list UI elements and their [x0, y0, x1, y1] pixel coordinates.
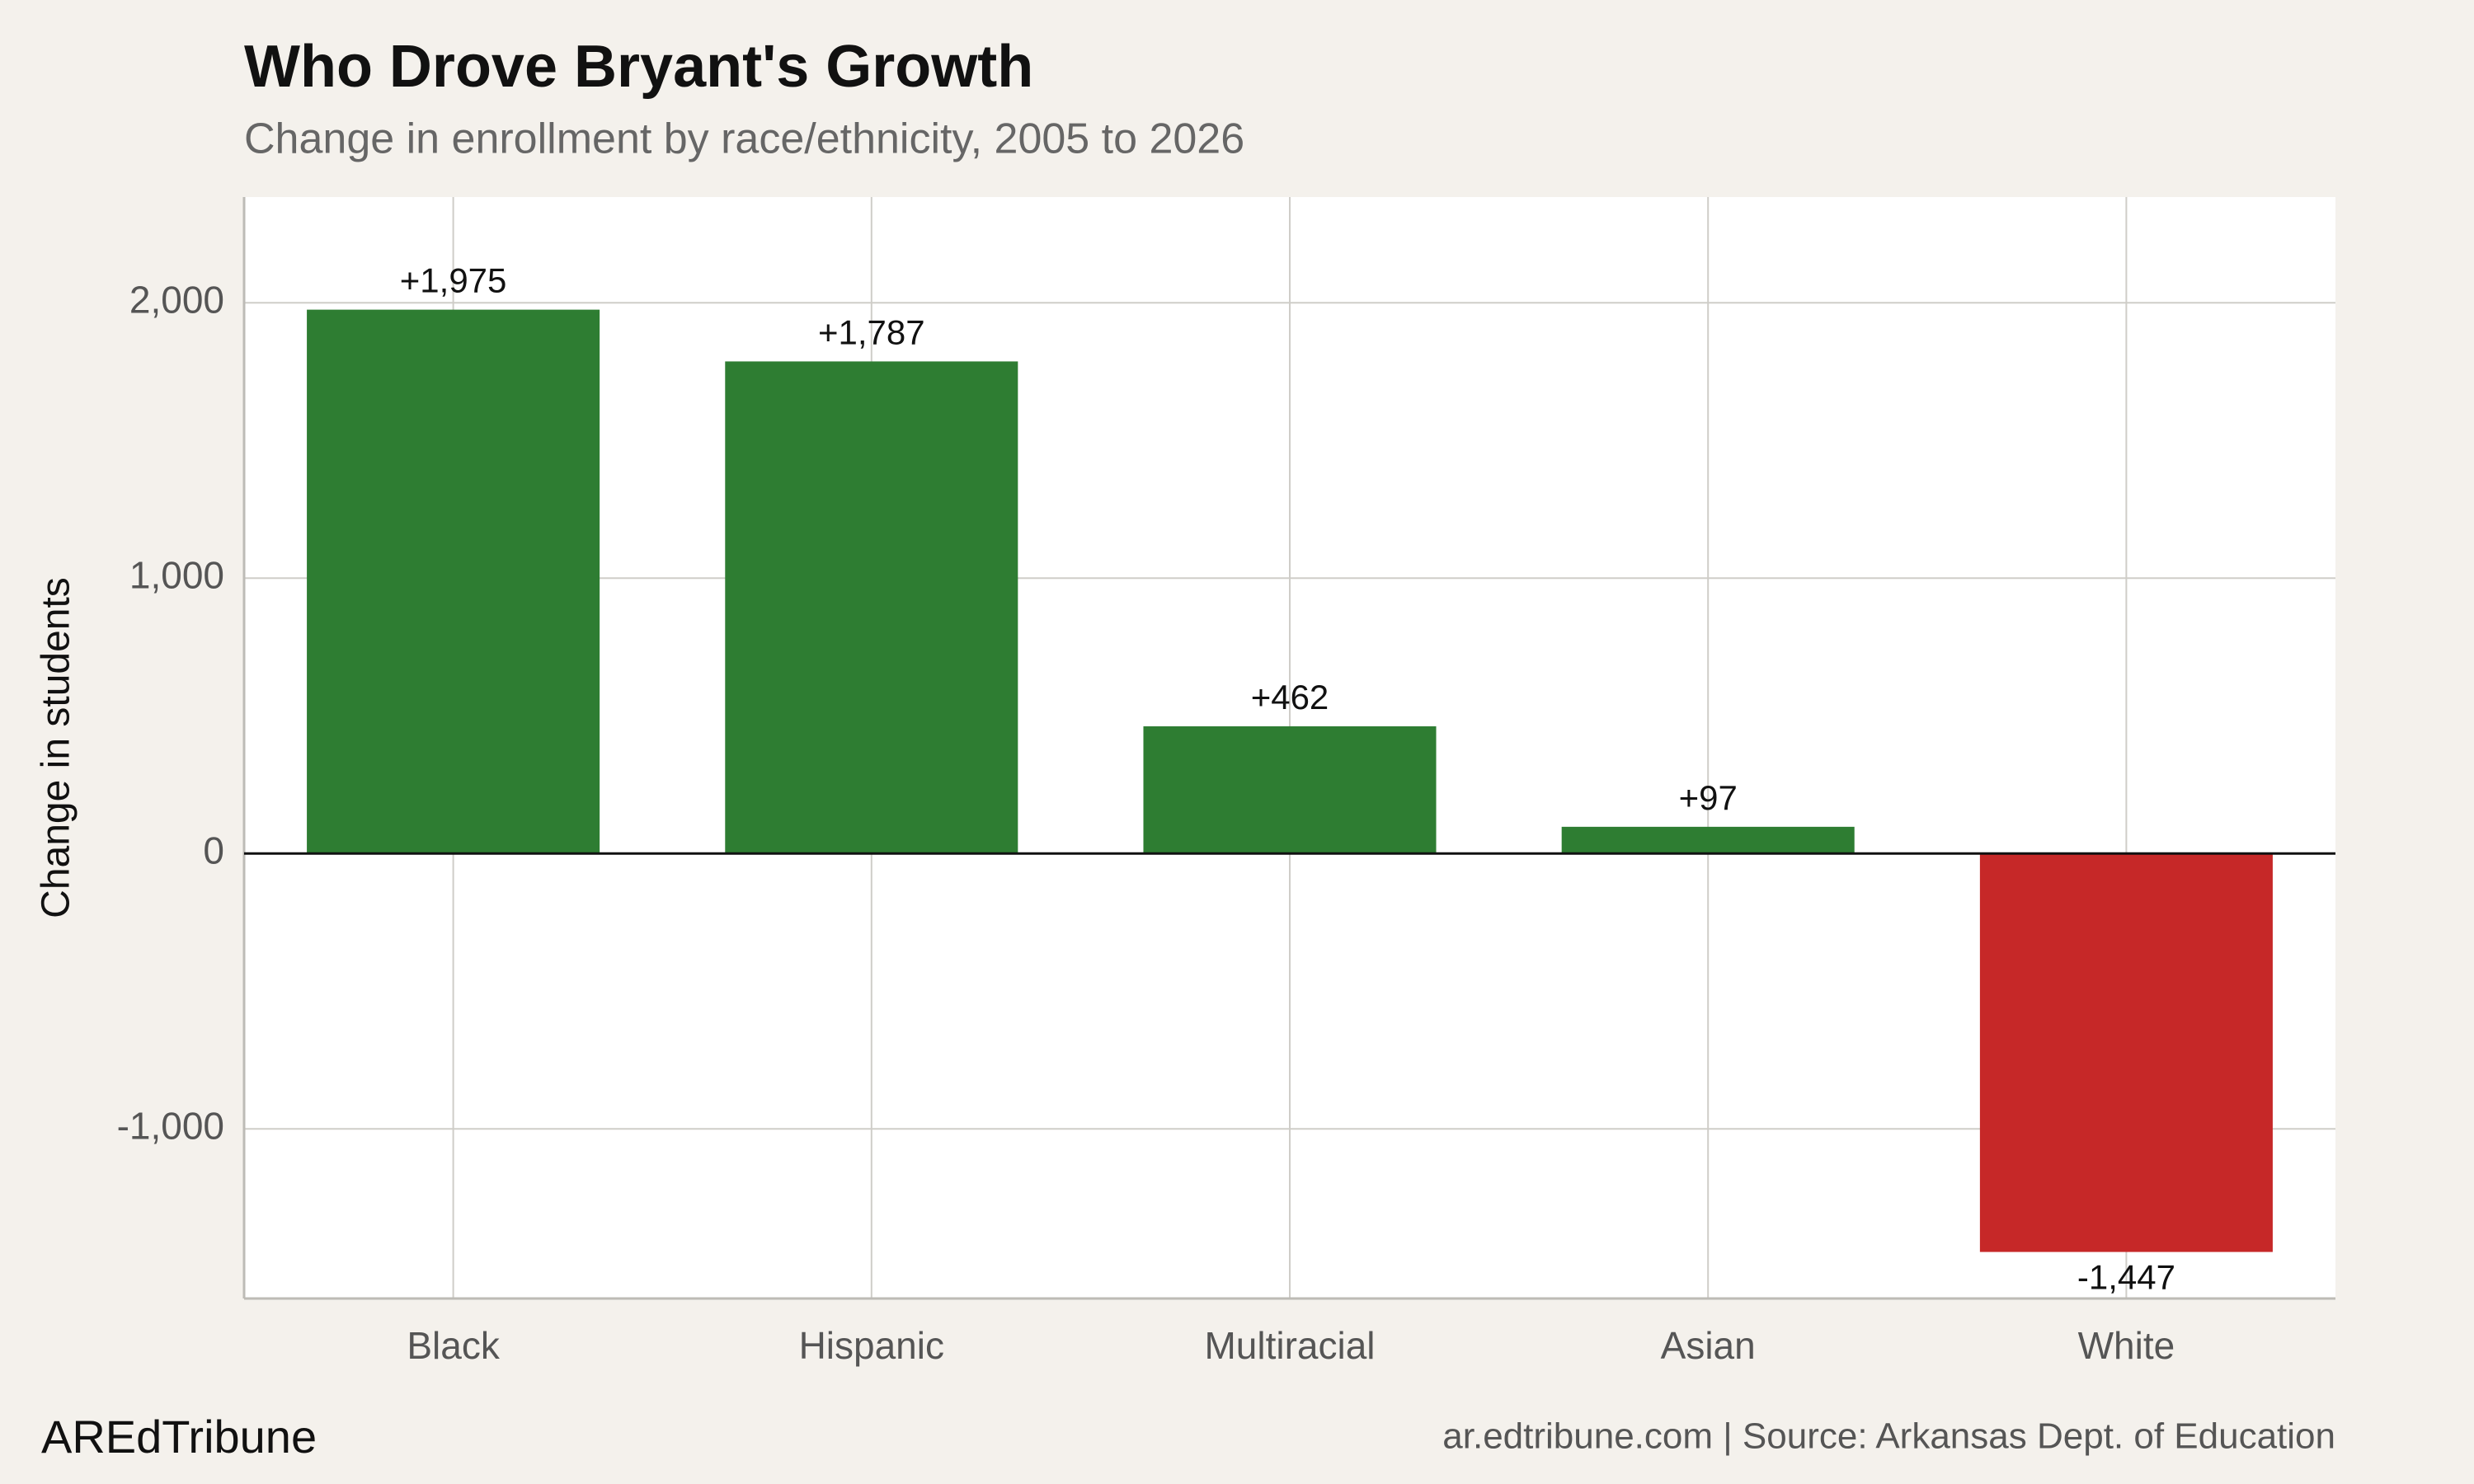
data-label: +1,787: [818, 312, 925, 351]
y-tick-label: 1,000: [129, 553, 224, 596]
chart-subtitle: Change in enrollment by race/ethnicity, …: [244, 115, 1244, 163]
bar: [1979, 853, 2273, 1252]
data-label: +462: [1251, 678, 1329, 716]
data-label: +97: [1679, 778, 1738, 817]
bar: [307, 309, 600, 854]
x-tick-label: Asian: [1661, 1324, 1756, 1367]
chart-title: Who Drove Bryant's Growth: [244, 34, 1033, 100]
x-tick-label: Black: [407, 1324, 500, 1367]
y-axis-label: Change in students: [35, 577, 78, 918]
y-tick-label: -1,000: [117, 1104, 224, 1147]
data-label: +1,975: [400, 261, 507, 300]
x-tick-label: White: [2078, 1324, 2175, 1367]
bar: [1561, 826, 1855, 854]
x-tick-label: Hispanic: [799, 1324, 944, 1367]
bar: [1143, 726, 1437, 854]
source: ar.edtribune.com | Source: Arkansas Dept…: [1442, 1416, 2335, 1457]
data-label: -1,447: [2077, 1258, 2175, 1297]
brand: AREdTribune: [41, 1411, 317, 1463]
x-tick-label: Multiracial: [1204, 1324, 1375, 1367]
y-tick-label: 2,000: [129, 278, 224, 321]
plot: -1,000 0 1,000 2,000 Black +1,975 Hispanic +1,7…: [117, 197, 2335, 1367]
y-tick-label: 0: [203, 829, 224, 871]
bar: [725, 361, 1018, 854]
